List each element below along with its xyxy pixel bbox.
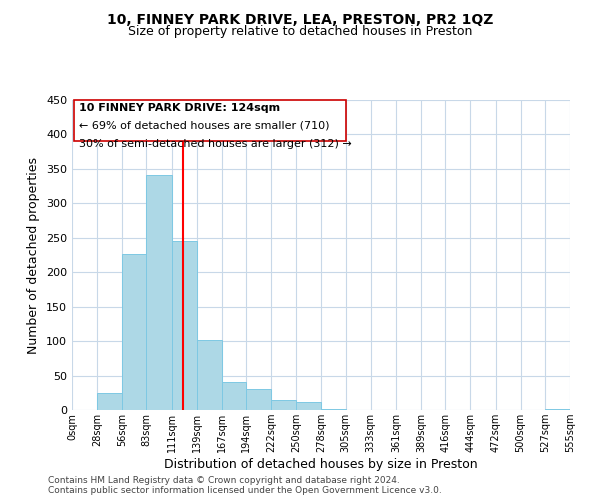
Text: 10 FINNEY PARK DRIVE: 124sqm: 10 FINNEY PARK DRIVE: 124sqm <box>79 103 280 113</box>
Bar <box>122 254 146 410</box>
Text: Contains HM Land Registry data © Crown copyright and database right 2024.: Contains HM Land Registry data © Crown c… <box>48 476 400 485</box>
Bar <box>271 400 296 410</box>
Text: 30% of semi-detached houses are larger (312) →: 30% of semi-detached houses are larger (… <box>79 138 352 149</box>
X-axis label: Distribution of detached houses by size in Preston: Distribution of detached houses by size … <box>164 458 478 471</box>
Bar <box>97 393 122 410</box>
Text: Contains public sector information licensed under the Open Government Licence v3: Contains public sector information licen… <box>48 486 442 495</box>
Text: Size of property relative to detached houses in Preston: Size of property relative to detached ho… <box>128 25 472 38</box>
Text: ← 69% of detached houses are smaller (710): ← 69% of detached houses are smaller (71… <box>79 120 329 130</box>
Y-axis label: Number of detached properties: Number of detached properties <box>28 156 40 354</box>
Bar <box>246 390 271 410</box>
Bar <box>172 240 197 410</box>
Text: 10, FINNEY PARK DRIVE, LEA, PRESTON, PR2 1QZ: 10, FINNEY PARK DRIVE, LEA, PRESTON, PR2… <box>107 12 493 26</box>
Bar <box>222 382 246 410</box>
Bar <box>197 340 222 410</box>
Bar <box>146 175 172 410</box>
Bar <box>322 408 346 410</box>
FancyBboxPatch shape <box>74 100 346 141</box>
Bar <box>296 402 322 410</box>
